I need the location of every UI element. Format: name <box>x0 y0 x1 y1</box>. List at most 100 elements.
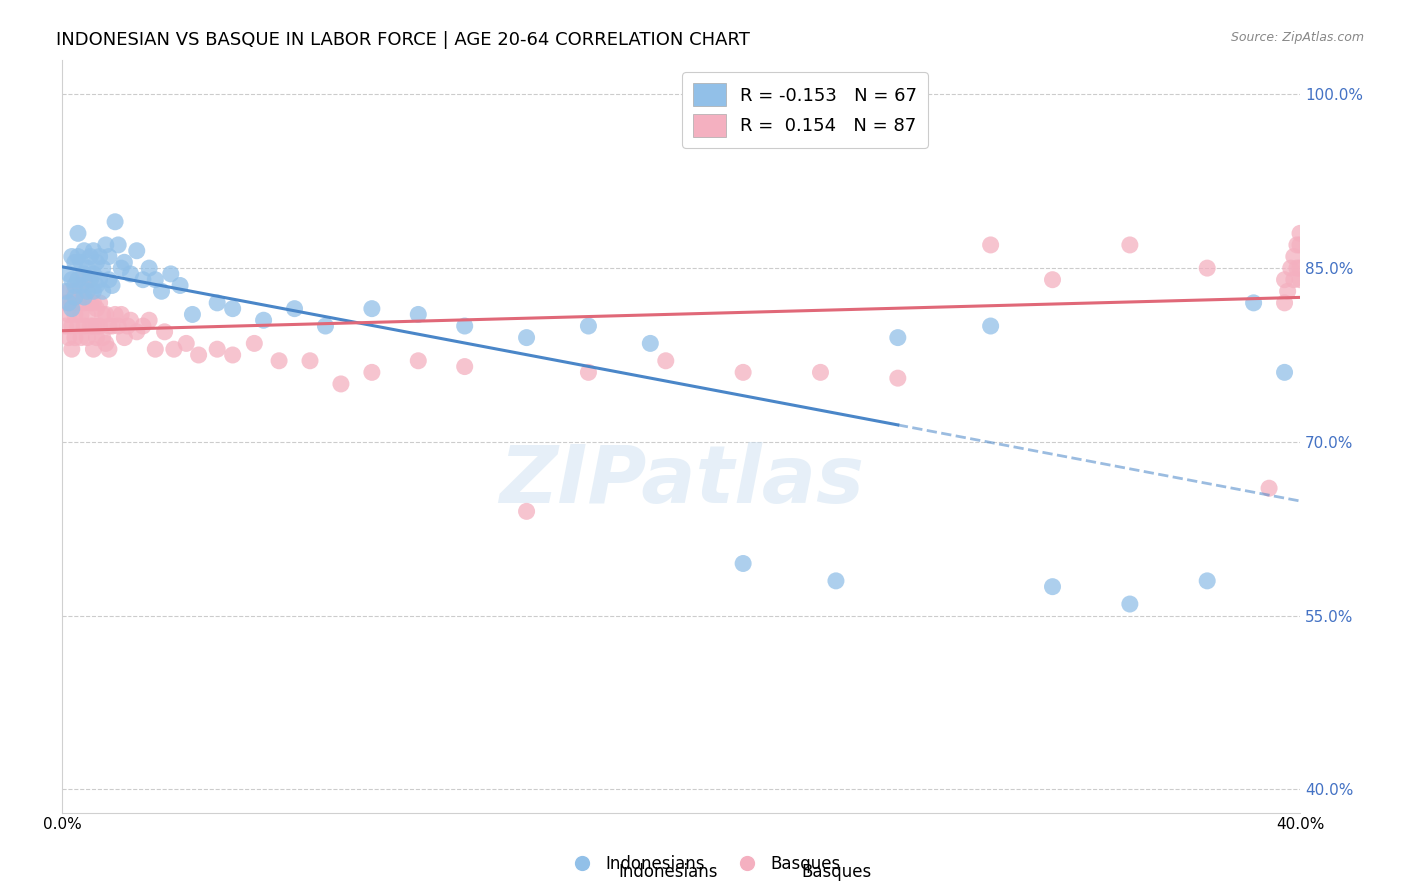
Legend: Indonesians, Basques: Indonesians, Basques <box>560 848 846 880</box>
Text: INDONESIAN VS BASQUE IN LABOR FORCE | AGE 20-64 CORRELATION CHART: INDONESIAN VS BASQUE IN LABOR FORCE | AG… <box>56 31 751 49</box>
Point <box>454 359 477 374</box>
Point <box>132 273 155 287</box>
Point <box>329 376 352 391</box>
Point <box>125 244 148 258</box>
Point <box>91 308 114 322</box>
Point <box>94 238 117 252</box>
Point <box>76 285 98 299</box>
Point <box>1285 261 1308 276</box>
Point <box>516 504 538 518</box>
Point <box>73 273 96 287</box>
Point <box>94 308 117 322</box>
Point <box>60 273 83 287</box>
Point <box>117 318 139 333</box>
Point <box>655 353 678 368</box>
Point <box>76 330 98 344</box>
Point <box>55 285 77 299</box>
Point <box>79 296 101 310</box>
Text: Source: ZipAtlas.com: Source: ZipAtlas.com <box>1230 31 1364 45</box>
Point <box>138 313 160 327</box>
Point <box>406 353 429 368</box>
Point <box>1282 273 1305 287</box>
Text: ZIPatlas: ZIPatlas <box>499 442 863 520</box>
Point <box>73 267 96 281</box>
Point <box>1279 261 1302 276</box>
Point <box>1274 273 1296 287</box>
Point <box>73 244 96 258</box>
Point <box>132 318 155 333</box>
Point <box>82 244 104 258</box>
Point <box>1289 227 1312 241</box>
Point <box>1197 261 1219 276</box>
Point <box>73 296 96 310</box>
Point <box>825 574 848 588</box>
Point <box>1289 261 1312 276</box>
Point <box>159 267 181 281</box>
Point <box>82 318 104 333</box>
Point <box>86 278 108 293</box>
Point <box>298 353 321 368</box>
Point <box>58 330 80 344</box>
Point <box>578 318 600 333</box>
Point <box>1289 273 1312 287</box>
Point <box>112 330 135 344</box>
Point <box>174 336 197 351</box>
Point <box>454 318 477 333</box>
Point <box>110 308 132 322</box>
Point <box>79 318 101 333</box>
Point <box>980 238 1002 252</box>
Point <box>1274 296 1296 310</box>
Point <box>97 342 120 356</box>
Point <box>101 318 124 333</box>
Point <box>1243 296 1265 310</box>
Point <box>221 301 243 316</box>
Point <box>63 308 86 322</box>
Point <box>82 342 104 356</box>
Point <box>150 285 173 299</box>
Point <box>97 318 120 333</box>
Point <box>66 273 89 287</box>
Point <box>86 318 108 333</box>
Point <box>89 318 111 333</box>
Point <box>252 313 274 327</box>
Point <box>112 255 135 269</box>
Point <box>91 261 114 276</box>
Point <box>360 365 382 379</box>
Point <box>153 325 176 339</box>
Point <box>89 296 111 310</box>
Point <box>110 261 132 276</box>
Point <box>63 255 86 269</box>
Point <box>60 318 83 333</box>
Point <box>107 238 129 252</box>
Point <box>887 330 910 344</box>
Point <box>82 267 104 281</box>
Point <box>58 296 80 310</box>
Point <box>104 308 127 322</box>
Point <box>205 342 228 356</box>
Point <box>187 348 209 362</box>
Point <box>86 301 108 316</box>
Point <box>163 342 186 356</box>
Point <box>733 557 755 571</box>
Point <box>205 296 228 310</box>
Point <box>63 278 86 293</box>
Point <box>733 365 755 379</box>
Point <box>66 296 89 310</box>
Point <box>76 308 98 322</box>
Point <box>82 296 104 310</box>
Point <box>1042 273 1064 287</box>
Point <box>1274 365 1296 379</box>
Point <box>887 371 910 385</box>
Point <box>60 301 83 316</box>
Point <box>97 250 120 264</box>
Point <box>60 342 83 356</box>
Point <box>143 342 166 356</box>
Point <box>406 308 429 322</box>
Point <box>1285 238 1308 252</box>
Point <box>66 273 89 287</box>
Point <box>58 285 80 299</box>
Point <box>138 261 160 276</box>
Point <box>91 330 114 344</box>
Point <box>63 290 86 304</box>
Point <box>125 325 148 339</box>
